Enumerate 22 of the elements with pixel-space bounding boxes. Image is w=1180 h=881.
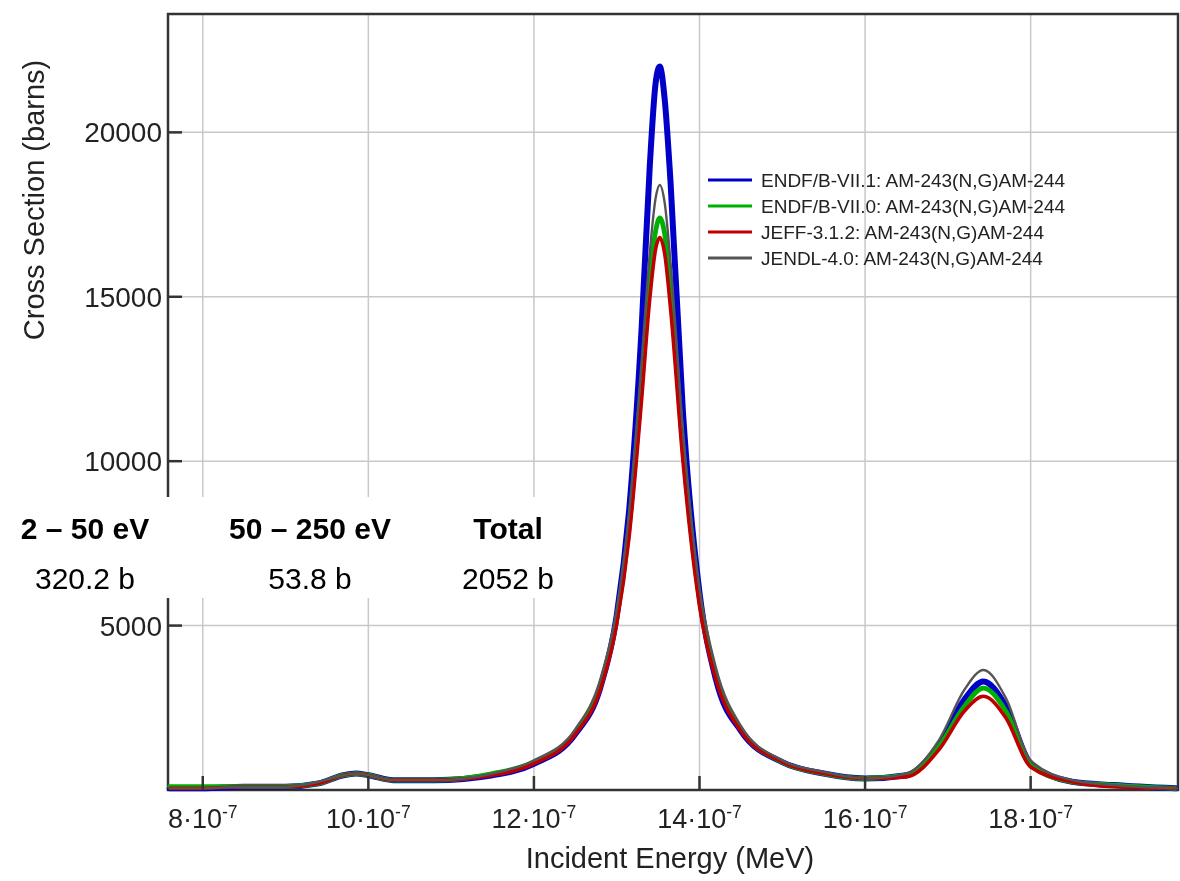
legend-label: ENDF/B-VII.1: AM-243(N,G)AM-244 [761,170,1066,191]
legend-label: JEFF-3.1.2: AM-243(N,G)AM-244 [761,222,1045,243]
x-tick-label: 16·10$^{-7}$ [822,802,908,834]
x-tick-label: 12·10$^{-7}$ [491,802,577,834]
text: 320.2 b [34,562,136,595]
text: 2 – 50 eV [20,512,150,545]
annotation: 2052 b [462,562,554,595]
y-tick-label: 20000 [84,117,162,149]
y-tick-label: 15000 [84,281,162,313]
x-axis-title: Incident Energy (MeV) [525,842,815,874]
annotation: 50 – 250 eV [229,512,391,545]
y-tick-label: 10000 [84,446,162,478]
legend-label: JENDL-4.0: AM-243(N,G)AM-244 [761,248,1044,269]
x-tick-label: 8·10$^{-7}$ [167,802,238,834]
x-tick-label: 10·10$^{-7}$ [326,802,411,834]
x-tick-label: 14·10$^{-7}$ [657,802,742,834]
y-axis-title: Cross Section (barns) [18,59,50,341]
x-tick-label: 18·10$^{-7}$ [988,802,1073,834]
legend-label: ENDF/B-VII.0: AM-243(N,G)AM-244 [761,196,1066,217]
y-tick-label: 5000 [99,610,162,642]
annotation: Total [473,512,543,545]
annotation: 53.8 b [268,562,352,595]
